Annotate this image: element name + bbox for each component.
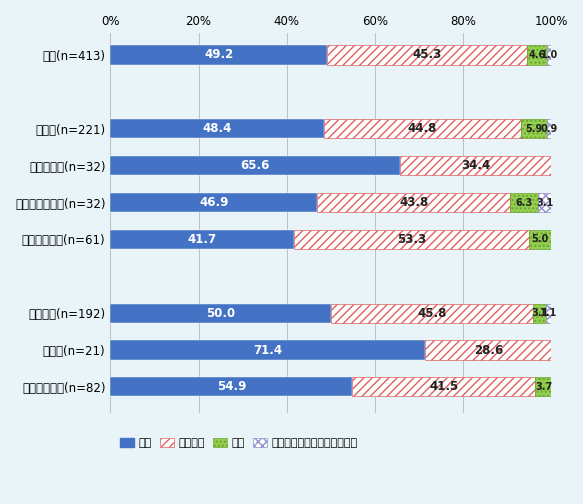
- Text: 45.3: 45.3: [413, 48, 442, 61]
- Text: 5.0: 5.0: [532, 234, 549, 244]
- Bar: [110, 156, 399, 175]
- Text: 1.0: 1.0: [541, 50, 558, 60]
- Text: 45.8: 45.8: [417, 306, 447, 320]
- Text: 6.3: 6.3: [515, 198, 533, 208]
- Bar: [535, 377, 552, 397]
- Bar: [538, 193, 552, 212]
- Text: 53.3: 53.3: [397, 233, 426, 246]
- Bar: [110, 230, 294, 249]
- Bar: [331, 303, 533, 323]
- Bar: [353, 377, 535, 397]
- Bar: [547, 45, 552, 65]
- Text: 65.6: 65.6: [240, 159, 270, 172]
- Text: 4.6: 4.6: [529, 50, 546, 60]
- Text: 43.8: 43.8: [399, 196, 429, 209]
- Text: 54.9: 54.9: [217, 381, 246, 394]
- Bar: [110, 119, 324, 138]
- Text: 50.0: 50.0: [206, 306, 235, 320]
- Text: 1.1: 1.1: [540, 308, 557, 318]
- Bar: [547, 119, 552, 138]
- Bar: [110, 303, 331, 323]
- Text: 46.9: 46.9: [199, 196, 229, 209]
- Bar: [527, 45, 547, 65]
- Bar: [399, 156, 552, 175]
- Text: 48.4: 48.4: [202, 122, 232, 135]
- Text: 0.9: 0.9: [540, 124, 558, 134]
- Bar: [324, 119, 521, 138]
- Text: 5.9: 5.9: [526, 124, 543, 134]
- Bar: [294, 230, 529, 249]
- Text: 41.7: 41.7: [188, 233, 217, 246]
- Bar: [110, 340, 425, 359]
- Text: 3.7: 3.7: [535, 382, 552, 392]
- Bar: [510, 193, 538, 212]
- Text: 44.8: 44.8: [408, 122, 437, 135]
- Bar: [533, 303, 546, 323]
- Legend: 拡大, 現状維持, 縮小, 第三国（地域）へ移転、撤退: 拡大, 現状維持, 縮小, 第三国（地域）へ移転、撤退: [116, 433, 361, 453]
- Text: 71.4: 71.4: [253, 344, 282, 356]
- Bar: [529, 230, 552, 249]
- Bar: [110, 193, 317, 212]
- Text: 49.2: 49.2: [204, 48, 233, 61]
- Bar: [327, 45, 527, 65]
- Text: 41.5: 41.5: [429, 381, 459, 394]
- Text: 28.6: 28.6: [473, 344, 503, 356]
- Bar: [110, 45, 327, 65]
- Text: 3.1: 3.1: [531, 308, 548, 318]
- Bar: [546, 303, 552, 323]
- Bar: [425, 340, 552, 359]
- Text: 3.1: 3.1: [536, 198, 553, 208]
- Bar: [317, 193, 510, 212]
- Text: 34.4: 34.4: [461, 159, 490, 172]
- Bar: [110, 377, 353, 397]
- Bar: [521, 119, 547, 138]
